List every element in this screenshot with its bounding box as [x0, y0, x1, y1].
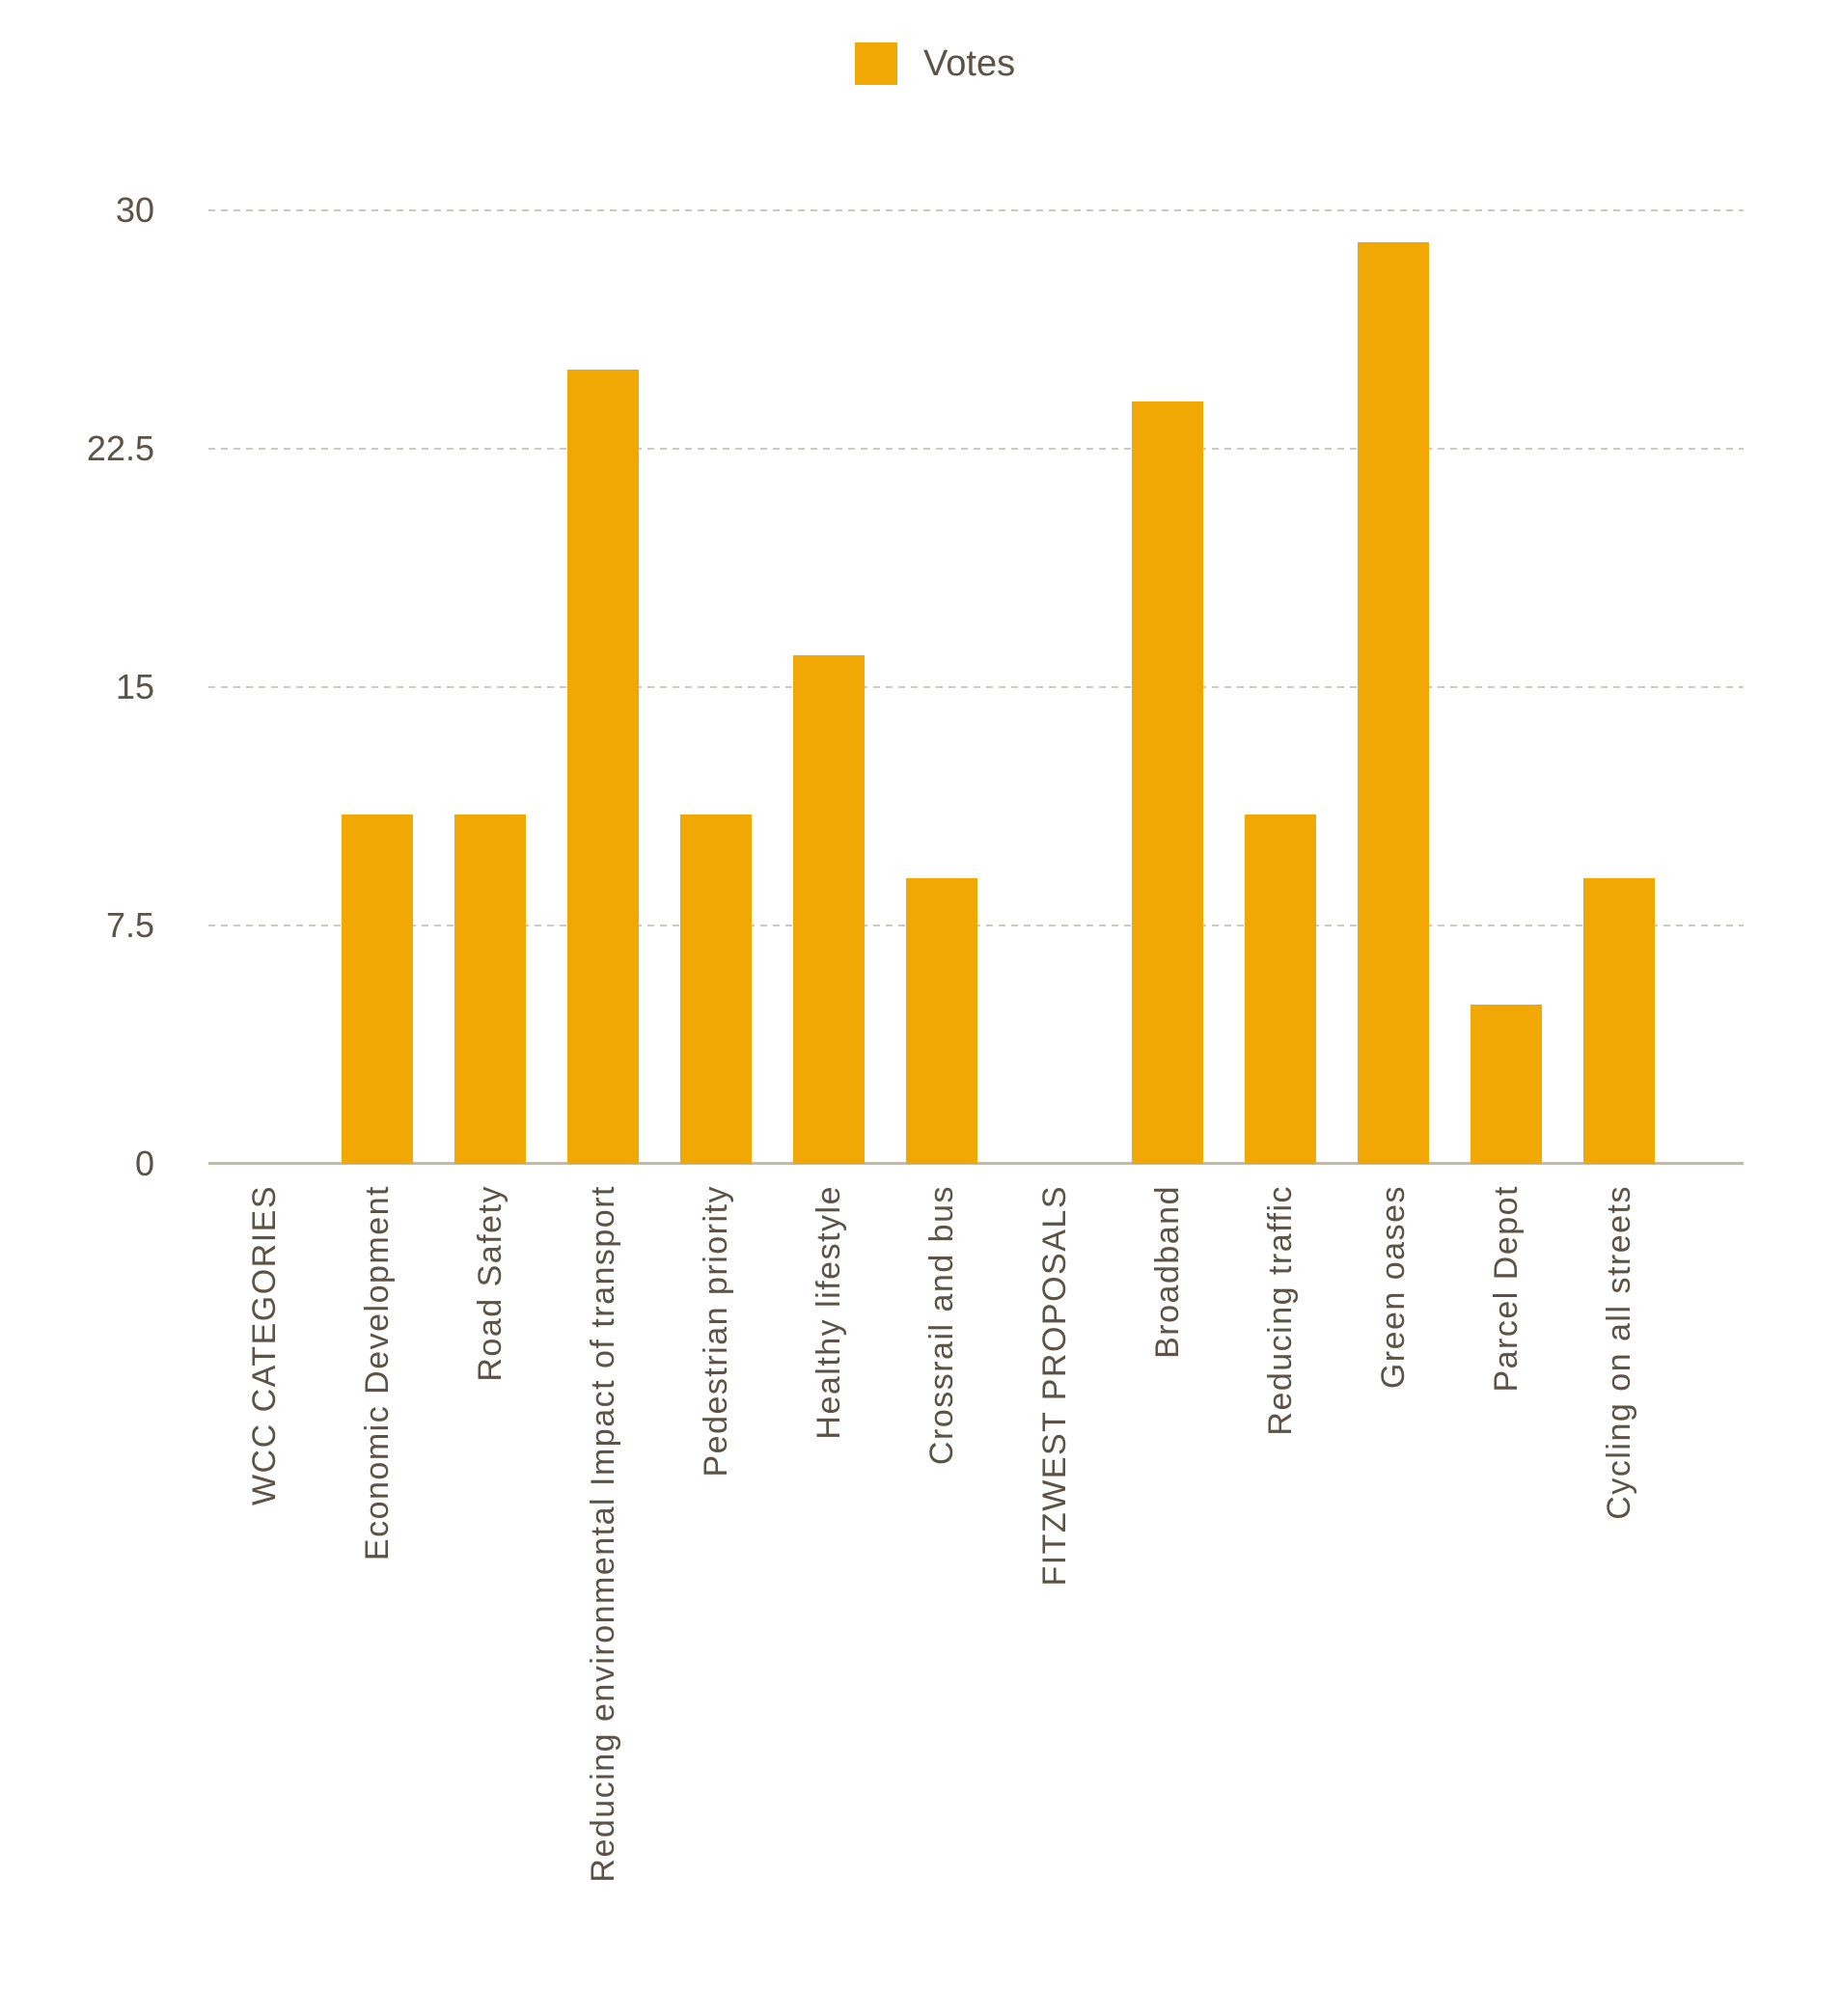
- bar-reducing-environmental-impact-of-transport: [567, 369, 640, 1164]
- y-axis-tick-label-7-5: 7.5: [105, 905, 154, 945]
- bar-crossrail-and-bus: [905, 877, 977, 1164]
- bar-broadband: [1131, 400, 1203, 1164]
- bar-reducing-traffic: [1244, 814, 1316, 1164]
- x-axis-label-reducing-traffic: Reducing traffic: [1261, 1185, 1299, 1436]
- x-axis-label-healthy-lifestyle: Healthy lifestyle: [811, 1185, 848, 1440]
- bar-economic-development: [342, 814, 414, 1164]
- legend-swatch-votes: [855, 41, 897, 85]
- bar-healthy-lifestyle: [793, 655, 866, 1164]
- y-axis-tick-label-15: 15: [115, 667, 154, 706]
- y-axis-tick-label-30: 30: [115, 190, 154, 230]
- x-axis-label-fitzwest-proposals: FITZWEST PROPOSALS: [1035, 1185, 1073, 1587]
- y-axis-tick-label-0: 0: [134, 1144, 154, 1183]
- x-axis-label-economic-development: Economic Development: [359, 1185, 397, 1561]
- x-axis-label-wcc-categories: WCC CATEGORIES: [246, 1185, 284, 1506]
- bar-pedestrian-priority: [680, 814, 753, 1164]
- x-axis-label-road-safety: Road Safety: [472, 1185, 509, 1382]
- x-axis-label-parcel-depot: Parcel Depot: [1487, 1185, 1525, 1393]
- gridline-22-5: [208, 448, 1744, 450]
- x-axis-label-cycling-on-all-streets: Cycling on all streets: [1600, 1185, 1637, 1520]
- bar-road-safety: [454, 814, 527, 1164]
- gridline-15: [208, 686, 1744, 688]
- gridline-30: [208, 209, 1744, 211]
- bar-cycling-on-all-streets: [1582, 877, 1655, 1164]
- legend-label-votes: Votes: [923, 42, 1016, 84]
- x-axis-label-pedestrian-priority: Pedestrian priority: [698, 1185, 735, 1477]
- x-axis-label-reducing-environmental-impact-of-transport: Reducing environmental Impact of transpo…: [585, 1185, 622, 1883]
- x-axis-label-crossrail-and-bus: Crossrail and bus: [922, 1185, 960, 1466]
- legend: Votes: [855, 41, 1015, 85]
- bar-parcel-depot: [1470, 1005, 1542, 1164]
- x-axis-label-green-oases: Green oases: [1374, 1185, 1412, 1390]
- y-axis-tick-label-22-5: 22.5: [86, 428, 154, 468]
- x-axis-label-broadband: Broadband: [1148, 1185, 1186, 1359]
- bar-green-oases: [1357, 241, 1429, 1164]
